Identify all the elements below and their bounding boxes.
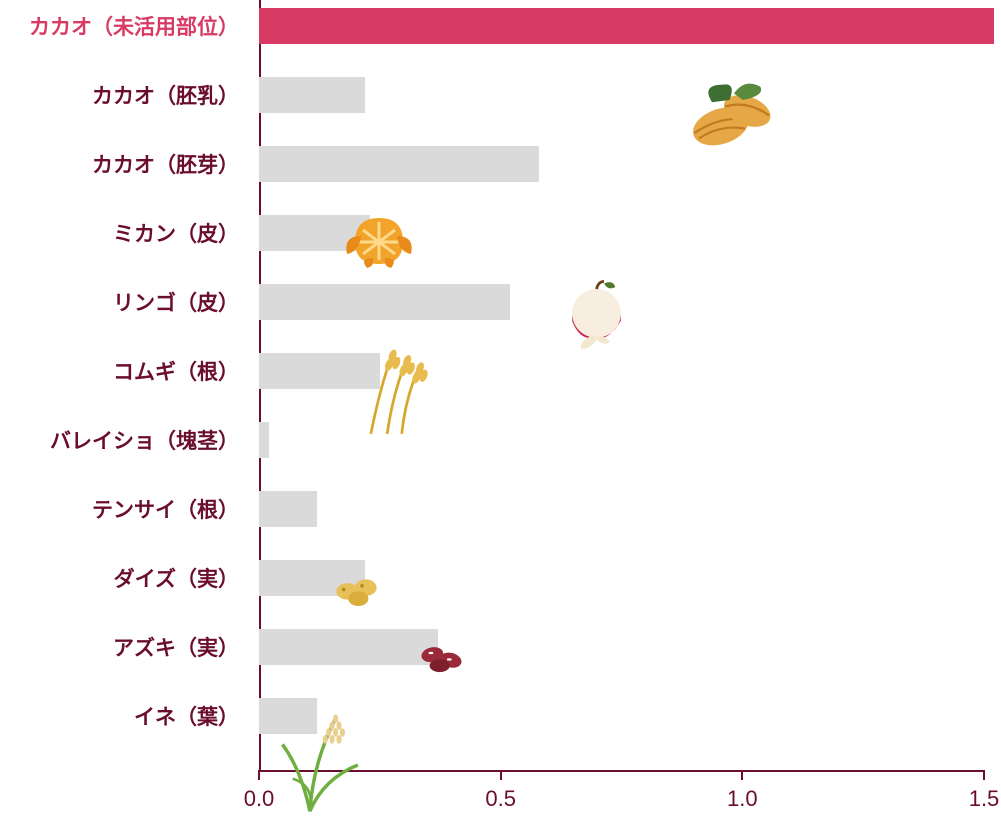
bar-row: イネ（葉） (0, 698, 1001, 734)
y-axis-label: カカオ（胚芽） (0, 149, 249, 179)
x-axis-tick-label: 1.5 (969, 786, 1000, 812)
x-axis-tick (500, 770, 502, 780)
bar-row: カカオ（未活用部位） (0, 8, 1001, 44)
y-axis-label: テンサイ（根） (0, 494, 249, 524)
y-axis-label: アズキ（実） (0, 632, 249, 662)
y-axis-label: カカオ（胚乳） (0, 80, 249, 110)
y-axis-label: イネ（葉） (0, 701, 249, 731)
x-axis-tick-label: 0.5 (485, 786, 516, 812)
bar-row: カカオ（胚芽） (0, 146, 1001, 182)
bar-row: コムギ（根） (0, 353, 1001, 389)
y-axis-label: ミカン（皮） (0, 218, 249, 248)
bar-row: ダイズ（実） (0, 560, 1001, 596)
y-axis-label: ダイズ（実） (0, 563, 249, 593)
y-axis-label: カカオ（未活用部位） (0, 11, 249, 41)
x-axis-tick (258, 770, 260, 780)
bar (259, 629, 438, 665)
bar (259, 215, 370, 251)
bar-row: ミカン（皮） (0, 215, 1001, 251)
bar (259, 560, 365, 596)
bar (259, 353, 380, 389)
x-axis-tick (741, 770, 743, 780)
chart-container: カカオ（未活用部位） カカオ（胚乳） カカオ（胚芽） ミカン（皮） リンゴ（皮） コムギ（… (0, 0, 1001, 830)
bar (259, 284, 510, 320)
bar (259, 422, 269, 458)
x-axis-tick-label: 0.0 (244, 786, 275, 812)
bar-row: リンゴ（皮） (0, 284, 1001, 320)
bar (259, 491, 317, 527)
x-axis-tick-label: 1.0 (727, 786, 758, 812)
bar (259, 698, 317, 734)
bar-row: カカオ（胚乳） (0, 77, 1001, 113)
bar-row: バレイショ（塊茎） (0, 422, 1001, 458)
bar (259, 146, 539, 182)
y-axis-label: バレイショ（塊茎） (0, 425, 249, 455)
bar-row: アズキ（実） (0, 629, 1001, 665)
bar (259, 8, 994, 44)
bar-row: テンサイ（根） (0, 491, 1001, 527)
x-axis-tick (983, 770, 985, 780)
x-axis-line (259, 770, 985, 772)
bar (259, 77, 365, 113)
y-axis-label: コムギ（根） (0, 356, 249, 386)
y-axis-label: リンゴ（皮） (0, 287, 249, 317)
